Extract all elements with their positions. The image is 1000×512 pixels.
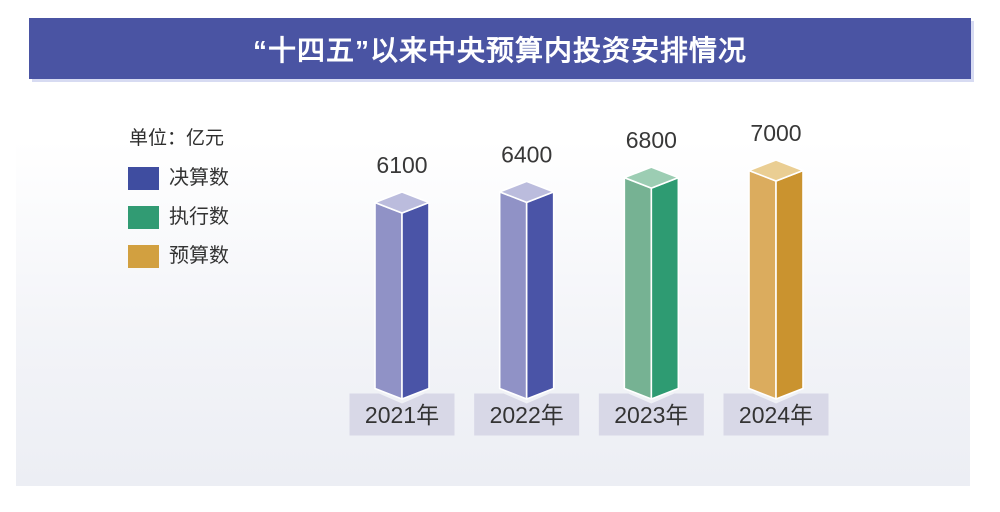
- bar-left-face: [374, 201, 403, 400]
- category-pedestal: [598, 393, 704, 436]
- bar-value-label: 6400: [501, 141, 552, 167]
- bar-right-face: [525, 191, 555, 400]
- bar-top-face: [498, 180, 555, 204]
- legend-swatch: [128, 206, 159, 229]
- bar-top-face: [623, 166, 680, 189]
- title-banner: “十四五”以来中央预算内投资安排情况: [29, 18, 971, 79]
- bar-group-2024年: 7000 2024年: [723, 120, 829, 436]
- bar-top-face: [374, 191, 430, 214]
- legend-item-2: 执行数: [128, 206, 229, 229]
- bar-left-face: [498, 191, 528, 400]
- bar-value-label: 6100: [376, 152, 427, 178]
- bar-left-face: [623, 176, 653, 400]
- category-pedestal: [474, 393, 580, 436]
- year-label: 2022年: [490, 402, 564, 428]
- bar-left-face: [748, 169, 777, 400]
- bar-value-label: 6800: [626, 127, 677, 153]
- year-label: 2023年: [614, 402, 688, 428]
- bar-value-label: 7000: [750, 120, 801, 146]
- legend: 决算数 执行数 预算数: [128, 167, 229, 284]
- chart-title: “十四五”以来中央预算内投资安排情况: [252, 34, 747, 66]
- category-pedestal: [349, 393, 455, 436]
- legend-swatch: [128, 245, 159, 268]
- bar-top-face: [748, 159, 804, 182]
- bar-right-face: [650, 176, 680, 400]
- bar-right-face: [401, 201, 430, 400]
- year-label: 2021年: [365, 402, 439, 428]
- legend-item-1: 决算数: [128, 167, 229, 190]
- legend-label: 决算数: [169, 167, 229, 189]
- legend-label: 预算数: [169, 245, 229, 267]
- bar-group-2022年: 6400 2022年: [474, 141, 580, 436]
- category-pedestal: [723, 393, 829, 436]
- bar-group-2023年: 6800 2023年: [598, 127, 704, 436]
- unit-label: 单位：亿元: [129, 128, 225, 149]
- legend-swatch: [128, 167, 159, 190]
- year-label: 2024年: [739, 402, 813, 428]
- legend-label: 执行数: [169, 206, 229, 228]
- bar-group-2021年: 6100 2021年: [349, 152, 455, 436]
- legend-item-3: 预算数: [128, 245, 229, 268]
- bar-right-face: [775, 169, 804, 400]
